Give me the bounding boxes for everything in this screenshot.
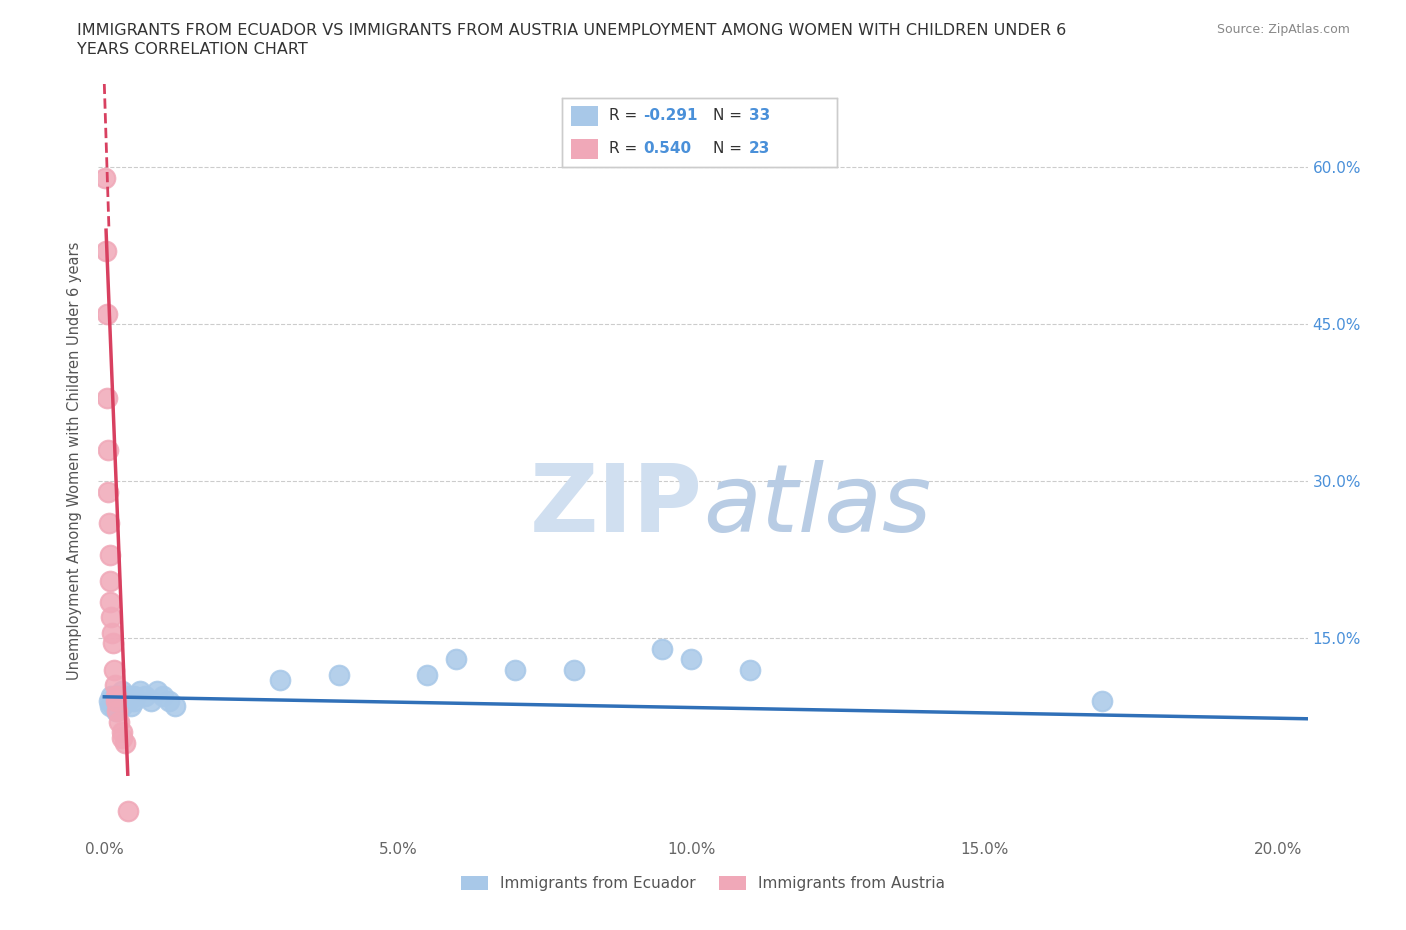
Point (104, 678, 127, 693)
Point (122, 688, 145, 703)
Point (681, 652, 703, 667)
Text: IMMIGRANTS FROM ECUADOR VS IMMIGRANTS FROM AUSTRIA UNEMPLOYMENT AMONG WOMEN WITH: IMMIGRANTS FROM ECUADOR VS IMMIGRANTS FR… (77, 23, 1067, 38)
Text: R =: R = (609, 141, 643, 156)
Text: N =: N = (713, 141, 747, 156)
Point (97, 443, 120, 458)
Text: Source: ZipAtlas.com: Source: ZipAtlas.com (1216, 23, 1350, 36)
Point (134, 688, 156, 703)
Point (104, 694, 127, 709)
Point (108, 698, 131, 713)
Point (114, 736, 136, 751)
Point (94, 170, 117, 185)
Point (152, 688, 174, 703)
Point (98, 694, 121, 709)
Point (96, 391, 118, 405)
Text: atlas: atlas (703, 460, 931, 551)
Point (105, 704, 128, 719)
Point (269, 672, 291, 687)
Point (105, 688, 128, 703)
Point (98, 516, 121, 531)
Point (114, 694, 136, 709)
Point (103, 662, 125, 677)
Point (503, 662, 526, 677)
Point (111, 730, 134, 745)
Point (111, 698, 134, 713)
Point (146, 683, 169, 698)
Point (128, 683, 150, 698)
Point (117, 694, 139, 709)
Point (98, 594, 121, 609)
Text: 33: 33 (749, 108, 770, 123)
Point (105, 694, 128, 709)
Point (94, 244, 117, 259)
Point (117, 804, 139, 818)
Point (141, 694, 163, 709)
Point (1091, 694, 1114, 709)
Point (111, 683, 134, 698)
Point (120, 698, 142, 713)
Point (98, 698, 121, 713)
Point (163, 698, 186, 713)
Y-axis label: Unemployment Among Women with Children Under 6 years: Unemployment Among Women with Children U… (67, 241, 83, 680)
Point (328, 668, 350, 683)
Text: 23: 23 (749, 141, 770, 156)
Point (117, 688, 139, 703)
Point (122, 694, 145, 709)
Text: R =: R = (609, 108, 643, 123)
Point (111, 725, 134, 740)
Text: 0.540: 0.540 (644, 141, 692, 156)
Point (105, 688, 128, 703)
Point (105, 704, 128, 719)
Text: ZIP: ZIP (530, 459, 703, 551)
Legend: Immigrants from Ecuador, Immigrants from Austria: Immigrants from Ecuador, Immigrants from… (454, 870, 952, 897)
Point (562, 662, 585, 677)
Point (100, 610, 122, 625)
FancyBboxPatch shape (571, 106, 598, 126)
Point (101, 636, 124, 651)
Point (651, 642, 673, 657)
Text: YEARS CORRELATION CHART: YEARS CORRELATION CHART (77, 42, 308, 57)
Point (446, 652, 468, 667)
Point (738, 662, 761, 677)
Point (97, 485, 120, 499)
Point (101, 698, 124, 713)
Text: -0.291: -0.291 (644, 108, 697, 123)
Text: N =: N = (713, 108, 747, 123)
Point (108, 714, 131, 729)
FancyBboxPatch shape (571, 140, 598, 159)
Point (96, 307, 118, 322)
Point (98, 547, 121, 562)
Point (157, 694, 180, 709)
Point (100, 688, 122, 703)
Point (98, 573, 121, 588)
Point (101, 626, 124, 641)
Point (416, 668, 439, 683)
